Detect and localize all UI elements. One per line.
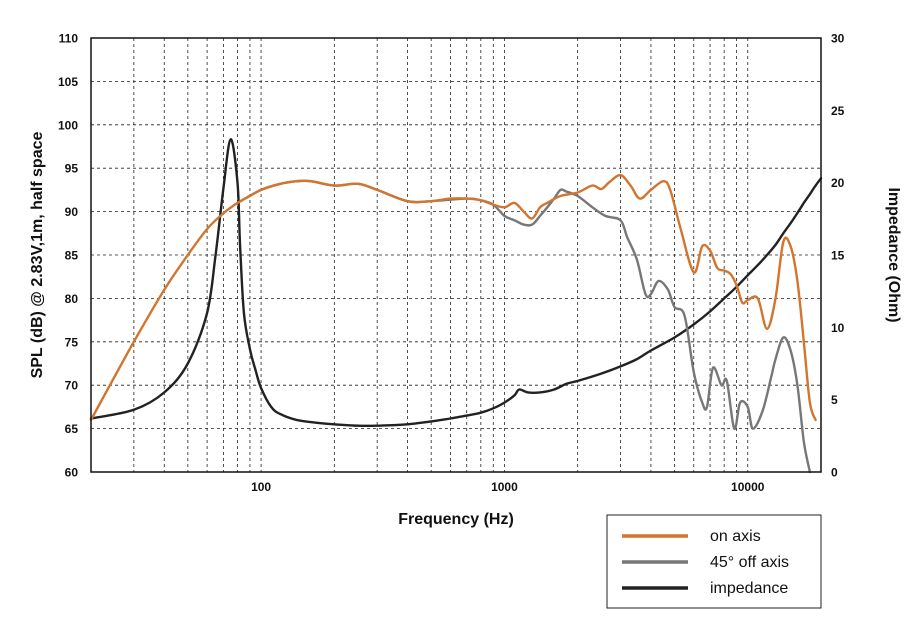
y-tick-label: 70 — [65, 379, 79, 393]
y2-tick-label: 5 — [831, 393, 838, 407]
y-tick-label: 95 — [65, 162, 79, 176]
series-line-impedance — [89, 138, 823, 428]
grid — [91, 38, 821, 472]
legend-label-off-axis: 45° off axis — [710, 554, 789, 571]
y-tick-label: 80 — [65, 292, 79, 306]
legend-box — [606, 514, 822, 609]
y-tick-label: 110 — [59, 32, 79, 46]
y-axis-title: SPL (dB) @ 2.83V,1m, half space — [29, 131, 46, 378]
legend-label-impedance: impedance — [710, 580, 788, 597]
y2-axis-title: Impedance (Ohm) — [885, 187, 902, 322]
series-line-on-axis — [89, 173, 817, 422]
x-axis-title: Frequency (Hz) — [398, 511, 514, 528]
tick-labels: 100 1000 10000 60 65 70 75 80 85 90 95 100 105 110 0 5 1… — [58, 32, 845, 495]
y-tick-label: 75 — [65, 335, 79, 349]
y-tick-label: 105 — [58, 75, 78, 89]
y2-tick-label: 0 — [831, 466, 838, 480]
y2-tick-label: 25 — [831, 104, 845, 118]
series-lines — [89, 138, 823, 474]
x-tick-label: 1000 — [491, 480, 518, 494]
x-tick-label: 100 — [251, 480, 271, 494]
y-tick-label: 85 — [65, 249, 79, 263]
y-tick-label: 90 — [65, 205, 79, 219]
legend: on axis 45° off axis impedance — [606, 514, 822, 609]
y-tick-label: 100 — [58, 118, 78, 132]
y2-tick-label: 20 — [831, 176, 845, 190]
y2-tick-label: 15 — [831, 249, 845, 263]
legend-label-on-axis: on axis — [710, 528, 761, 545]
x-tick-label: 10000 — [731, 480, 765, 494]
y2-tick-label: 30 — [831, 32, 845, 46]
y-tick-label: 65 — [65, 422, 79, 436]
y2-tick-label: 10 — [831, 321, 845, 335]
y-tick-label: 60 — [65, 466, 79, 480]
plot-frame — [90, 37, 822, 473]
